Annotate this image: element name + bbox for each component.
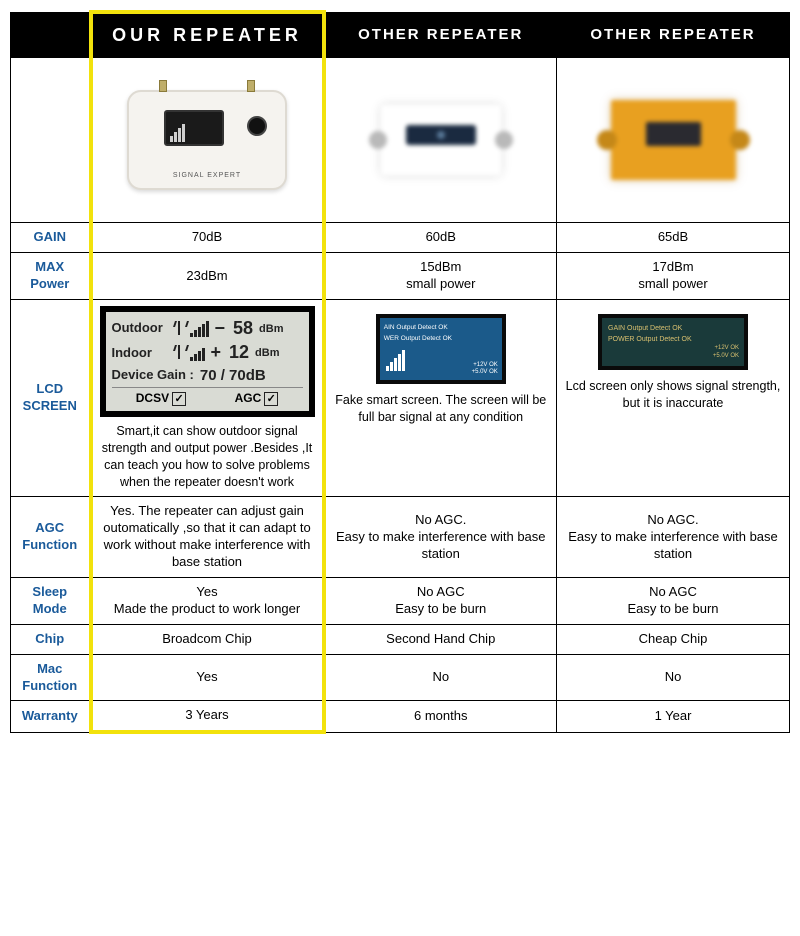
lcd-our-caption: Smart,it can show outdoor signal strengt… (97, 423, 318, 491)
header-other1: OTHER REPEATER (324, 12, 557, 58)
lcd-o1-side1: +12V OK (472, 362, 498, 369)
agc-other1: No AGC. Easy to make interference with b… (324, 497, 557, 578)
header-row: OUR REPEATER OTHER REPEATER OTHER REPEAT… (11, 12, 790, 58)
label-power: MAX Power (11, 253, 91, 300)
our-device-label: SIGNAL EXPERT (129, 171, 285, 180)
lcd-outdoor-value: 58 (233, 317, 253, 340)
header-other2: OTHER REPEATER (557, 12, 790, 58)
lcd-o1-line1: AIN Output Detect OK (384, 324, 498, 332)
image-row: SIGNAL EXPERT (11, 58, 790, 223)
lcd-indoor-value: 12 (229, 341, 249, 364)
lcd-other2-caption: Lcd screen only shows signal strength, b… (561, 378, 785, 412)
lcd-o2-line2: POWER Output Detect OK (608, 335, 738, 344)
agc-other2: No AGC. Easy to make interference with b… (557, 497, 790, 578)
check-icon: ✓ (172, 392, 186, 406)
our-device-graphic: SIGNAL EXPERT (127, 90, 287, 190)
warranty-other1: 6 months (324, 701, 557, 732)
label-mac: Mac Function (11, 654, 91, 701)
lcd-o2-side1: +12V OK (713, 345, 739, 353)
lcd-o2-side2: +5.0V OK (713, 353, 739, 361)
lcd-outdoor-unit: dBm (259, 322, 283, 336)
lcd-outdoor-sign: − (215, 317, 226, 340)
other2-device-graphic (611, 100, 736, 180)
power-other2: 17dBm small power (557, 253, 790, 300)
mac-other2: No (557, 654, 790, 701)
lcd-indoor-unit: dBm (255, 346, 279, 360)
lcd-o2-line1: GAIN Output Detect OK (608, 324, 738, 333)
power-other1: 15dBm small power (324, 253, 557, 300)
lcd-o1-line2: WER Output Detect OK (384, 335, 498, 343)
lcd-other1-display: AIN Output Detect OK WER Output Detect O… (376, 314, 506, 384)
chip-other2: Cheap Chip (557, 624, 790, 654)
warranty-other2: 1 Year (557, 701, 790, 732)
label-warranty: Warranty (11, 701, 91, 732)
lcd-o1-side2: +5.0V OK (472, 369, 498, 376)
gain-other2: 65dB (557, 223, 790, 253)
chip-other1: Second Hand Chip (324, 624, 557, 654)
label-agc: AGC Function (11, 497, 91, 578)
label-chip: Chip (11, 624, 91, 654)
lcd-other2-display: GAIN Output Detect OK POWER Output Detec… (598, 314, 748, 370)
warranty-our: 3 Years (91, 701, 324, 732)
antenna-bars-icon (386, 350, 405, 374)
lcd-other1-caption: Fake smart screen. The screen will be fu… (330, 392, 553, 426)
row-lcd: LCD SCREEN Outdoor − 58 dBm Indoor + 12 (11, 300, 790, 497)
signal-bars-icon (190, 345, 205, 361)
check-icon: ✓ (264, 392, 278, 406)
sleep-other2: No AGC Easy to be burn (557, 578, 790, 625)
other2-device-cell (557, 58, 790, 223)
label-lcd: LCD SCREEN (11, 300, 91, 497)
lcd-other1-cell: AIN Output Detect OK WER Output Detect O… (324, 300, 557, 497)
mac-our: Yes (91, 654, 324, 701)
agc-our: Yes. The repeater can adjust gain outoma… (91, 497, 324, 578)
lcd-outdoor-label: Outdoor (112, 320, 170, 337)
chip-our: Broadcom Chip (91, 624, 324, 654)
row-gain: GAIN 70dB 60dB 65dB (11, 223, 790, 253)
gain-other1: 60dB (324, 223, 557, 253)
lcd-dcsv: DCSV (136, 391, 169, 405)
row-warranty: Warranty 3 Years 6 months 1 Year (11, 701, 790, 732)
lcd-devicegain-label: Device Gain : (112, 367, 194, 384)
row-agc: AGC Function Yes. The repeater can adjus… (11, 497, 790, 578)
lcd-other2-cell: GAIN Output Detect OK POWER Output Detec… (557, 300, 790, 497)
mac-other1: No (324, 654, 557, 701)
our-device-cell: SIGNAL EXPERT (91, 58, 324, 223)
row-mac: Mac Function Yes No No (11, 654, 790, 701)
header-blank (11, 12, 91, 58)
antenna-icon (174, 345, 186, 361)
image-row-label (11, 58, 91, 223)
row-power: MAX Power 23dBm 15dBm small power 17dBm … (11, 253, 790, 300)
power-our: 23dBm (91, 253, 324, 300)
lcd-indoor-sign: + (211, 341, 222, 364)
sleep-our: Yes Made the product to work longer (91, 578, 324, 625)
label-sleep: Sleep Mode (11, 578, 91, 625)
other1-device-cell (324, 58, 557, 223)
comparison-table: OUR REPEATER OTHER REPEATER OTHER REPEAT… (10, 10, 790, 734)
lcd-devicegain-value: 70 / 70dB (200, 366, 266, 386)
signal-bars-icon (190, 321, 209, 337)
row-sleep: Sleep Mode Yes Made the product to work … (11, 578, 790, 625)
lcd-agc: AGC (235, 391, 262, 405)
lcd-indoor-label: Indoor (112, 345, 170, 362)
sleep-other1: No AGC Easy to be burn (324, 578, 557, 625)
other1-device-graphic (381, 105, 501, 175)
row-chip: Chip Broadcom Chip Second Hand Chip Chea… (11, 624, 790, 654)
lcd-our-display: Outdoor − 58 dBm Indoor + 12 dBm Device (100, 306, 315, 417)
gain-our: 70dB (91, 223, 324, 253)
label-gain: GAIN (11, 223, 91, 253)
antenna-icon (174, 321, 186, 337)
lcd-our-cell: Outdoor − 58 dBm Indoor + 12 dBm Device (91, 300, 324, 497)
header-our: OUR REPEATER (91, 12, 324, 58)
